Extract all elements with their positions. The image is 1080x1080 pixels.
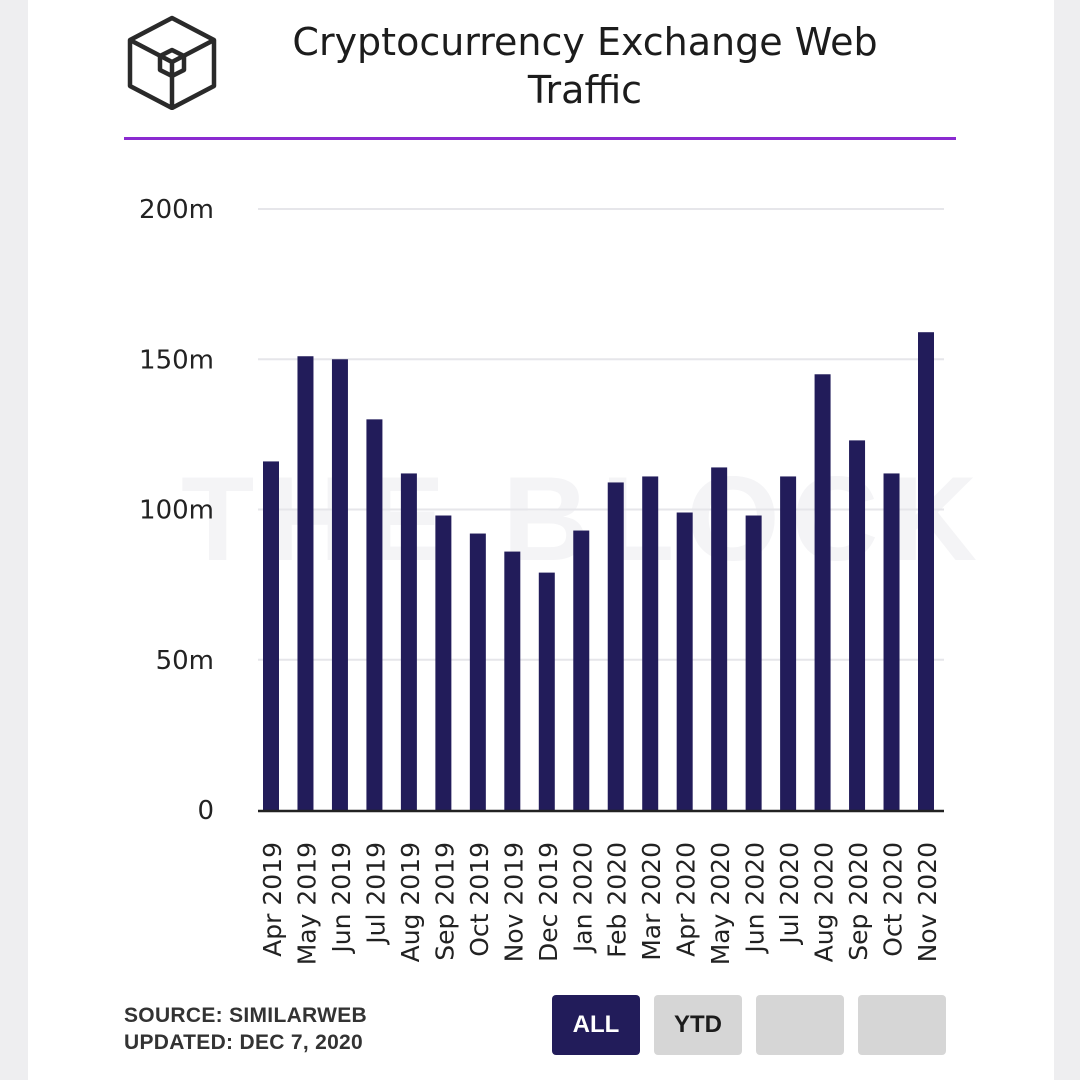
bar-mar-2020[interactable] (642, 476, 659, 810)
bar-nov-2019[interactable] (504, 551, 521, 810)
bar-dec-2019[interactable] (538, 572, 555, 810)
x-tick-label: Apr 2019 (258, 842, 287, 957)
x-tick-label: Aug 2020 (810, 842, 839, 962)
bar-jul-2019[interactable] (366, 419, 383, 810)
updated-text: UPDATED: DEC 7, 2020 (124, 1031, 364, 1054)
x-tick-label: Dec 2019 (534, 842, 563, 962)
x-tick-label: Oct 2020 (879, 842, 908, 957)
chart-title: Cryptocurrency Exchange Web Traffic (240, 18, 930, 114)
range-button-all[interactable]: ALL (552, 995, 640, 1055)
bar-may-2019[interactable] (297, 356, 314, 810)
bar-aug-2020[interactable] (814, 374, 831, 810)
x-tick-label: Jun 2019 (327, 842, 356, 955)
bar-aug-2019[interactable] (400, 473, 417, 810)
y-tick-label: 50m (156, 646, 214, 676)
bar-apr-2019[interactable] (263, 461, 279, 810)
bar-sep-2020[interactable] (849, 440, 866, 810)
bar-jun-2019[interactable] (331, 359, 348, 810)
chart-card (28, 0, 1054, 1080)
bar-may-2020[interactable] (711, 467, 728, 810)
bar-oct-2020[interactable] (883, 473, 900, 810)
bar-feb-2020[interactable] (607, 482, 624, 810)
bar-jul-2020[interactable] (780, 476, 797, 810)
the-block-logo-icon (127, 15, 217, 110)
x-tick-label: Jan 2020 (568, 842, 597, 954)
bar-nov-2020[interactable] (918, 332, 934, 810)
x-tick-label: Sep 2020 (844, 842, 873, 961)
x-tick-label: Aug 2019 (396, 842, 425, 962)
y-tick-label: 200m (139, 195, 214, 225)
y-tick-label: 100m (139, 496, 214, 526)
y-tick-label: 0 (197, 796, 214, 826)
x-tick-label: Jul 2019 (361, 842, 390, 946)
x-tick-label: Jun 2020 (741, 842, 770, 955)
title-divider (124, 137, 956, 140)
bar-jan-2020[interactable] (573, 530, 590, 810)
bar-apr-2020[interactable] (676, 512, 693, 810)
source-text: SOURCE: SIMILARWEB (124, 1004, 368, 1027)
x-tick-label: Apr 2020 (672, 842, 701, 957)
x-tick-label: Feb 2020 (603, 842, 632, 958)
x-tick-label: Nov 2020 (913, 842, 942, 962)
x-tick-label: Sep 2019 (430, 842, 459, 961)
chart-title-line-1: Cryptocurrency Exchange Web (292, 20, 878, 64)
chart-footer: SOURCE: SIMILARWEB UPDATED: DEC 7, 2020 (124, 1002, 367, 1056)
bar-oct-2019[interactable] (469, 533, 486, 810)
range-button-ytd[interactable]: YTD (654, 995, 742, 1055)
range-button-blank-1[interactable] (756, 995, 844, 1055)
x-tick-label: Mar 2020 (637, 842, 666, 961)
bar-jun-2020[interactable] (745, 515, 762, 810)
x-tick-label: May 2020 (706, 842, 735, 965)
range-button-blank-2[interactable] (858, 995, 946, 1055)
bar-sep-2019[interactable] (435, 515, 452, 810)
x-tick-label: Jul 2020 (775, 842, 804, 946)
y-tick-label: 150m (139, 345, 214, 375)
x-tick-label: Nov 2019 (499, 842, 528, 962)
x-tick-label: Oct 2019 (465, 842, 494, 957)
x-tick-label: May 2019 (292, 842, 321, 965)
chart-title-line-2: Traffic (527, 68, 643, 112)
